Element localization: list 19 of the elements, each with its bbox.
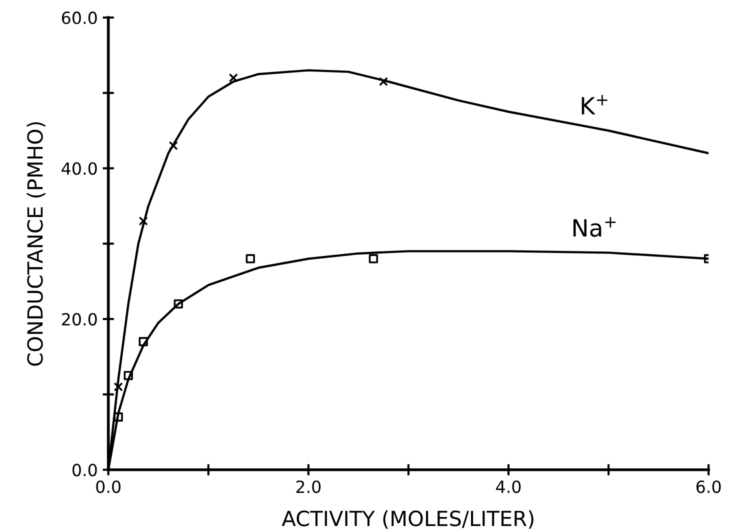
y-tick-label: 0.0 xyxy=(72,464,97,476)
y-tick-label: 40.0 xyxy=(62,162,97,175)
point xyxy=(174,299,183,309)
y-tick-label: 60.0 xyxy=(62,12,97,24)
x-tick-label: 2.0 xyxy=(296,480,321,494)
x-tick-label: 0.0 xyxy=(96,480,120,494)
point xyxy=(114,412,123,422)
series-label: K$^{+}$ xyxy=(582,94,608,114)
x-tick-label: 6.0 xyxy=(696,480,721,494)
point xyxy=(228,73,238,82)
point xyxy=(138,337,148,346)
point xyxy=(368,254,378,264)
point xyxy=(124,370,133,380)
point xyxy=(246,254,255,264)
y-tick-label: 20.0 xyxy=(62,312,97,326)
x-axis-title: ACTIVITY (MOLES/LITER) xyxy=(282,510,534,529)
y-axis-title: CONDUCTANCE (PMHO) xyxy=(26,122,46,366)
x-tick-label: 4.0 xyxy=(496,480,521,494)
series-label: Na$^{+}$ xyxy=(573,217,616,237)
